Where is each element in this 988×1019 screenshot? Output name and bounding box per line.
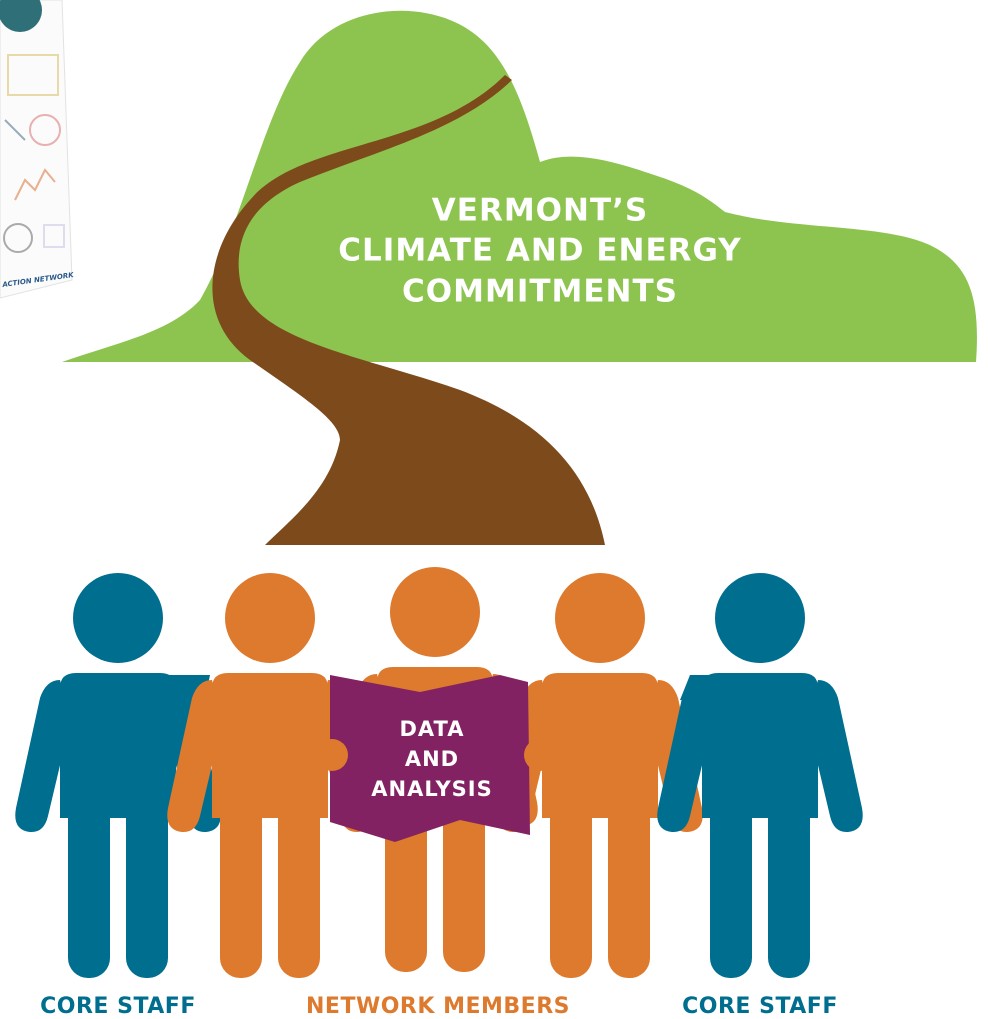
group-label: CORE STAFF [682, 994, 838, 1019]
map-line: DATA [399, 717, 464, 741]
group-label: NETWORK MEMBERS [306, 994, 570, 1019]
map-line: ANALYSIS [371, 777, 492, 801]
core-staff-figure [657, 573, 862, 978]
title-line: VERMONT’S [432, 193, 648, 229]
map-line: AND [405, 747, 459, 771]
group-label: CORE STAFF [40, 994, 196, 1019]
title-line: CLIMATE AND ENERGY [338, 233, 741, 269]
illustration: ACTION NETWORK VERMONT’S CLIMATE AND ENE… [0, 0, 988, 1019]
title-line: COMMITMENTS [402, 274, 678, 310]
data-map: DATA AND ANALYSIS [316, 675, 556, 842]
report-thumbnail: ACTION NETWORK [0, 0, 75, 298]
